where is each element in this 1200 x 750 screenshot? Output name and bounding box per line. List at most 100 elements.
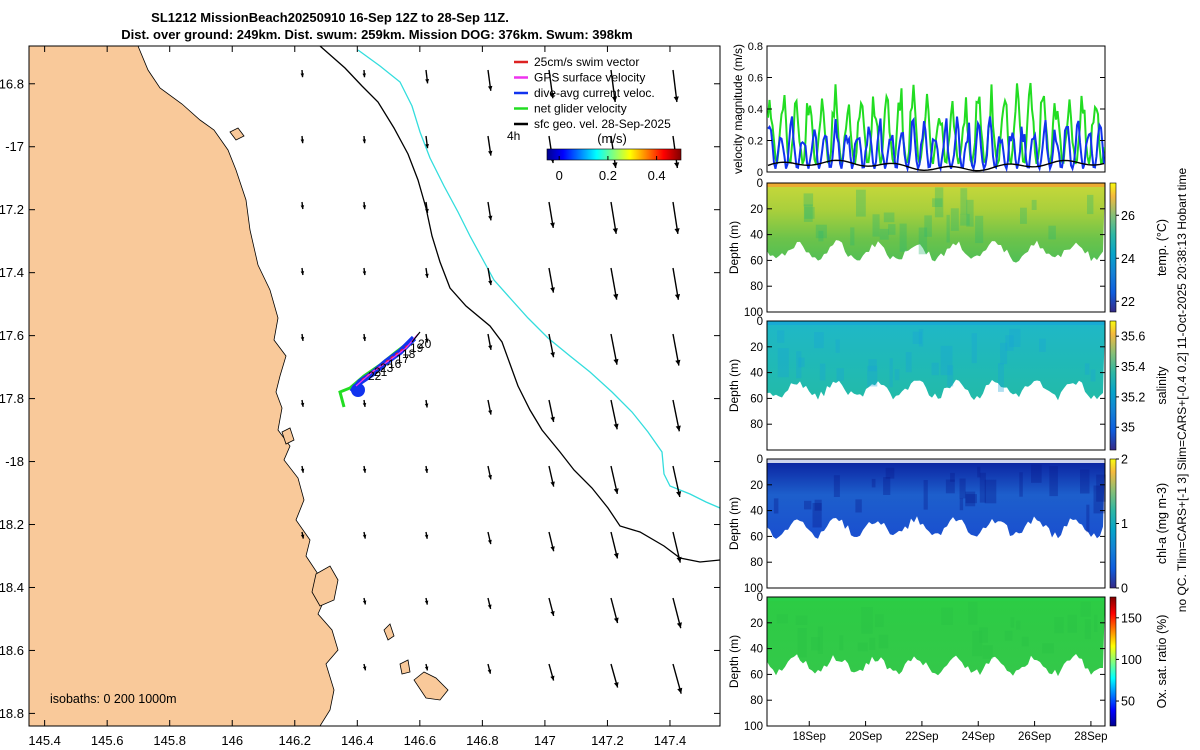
sfc-arrow-head bbox=[488, 215, 493, 221]
island-small-3 bbox=[383, 623, 395, 641]
sfc-arrow-head bbox=[676, 556, 682, 563]
sfc-arrow-head bbox=[550, 546, 555, 552]
sfc-arrow-head bbox=[612, 162, 618, 168]
colorbar-label: temp. (°C) bbox=[1155, 219, 1169, 276]
profile-texture bbox=[1010, 617, 1015, 628]
profile-texture bbox=[1019, 472, 1023, 497]
map-xtick-label: 145.4 bbox=[28, 733, 61, 748]
sfc-arrow-head bbox=[550, 352, 555, 358]
sfc-arrow-head bbox=[425, 79, 430, 84]
profile-texture bbox=[979, 472, 986, 503]
sfc-arrow-head bbox=[611, 96, 618, 102]
profile-texture bbox=[941, 607, 953, 625]
profile-texture bbox=[804, 500, 812, 510]
depth-tick-label: 0 bbox=[757, 316, 763, 328]
profile-texture bbox=[945, 479, 955, 494]
profile-texture bbox=[899, 223, 907, 252]
profile-texture bbox=[1031, 199, 1037, 210]
sfc-arrow-head bbox=[674, 162, 680, 168]
profile-texture bbox=[966, 199, 974, 227]
sfc-arrow-head bbox=[613, 552, 619, 559]
profile-texture bbox=[940, 345, 953, 376]
track-day-label: 19 bbox=[410, 341, 424, 355]
surface-layer bbox=[767, 459, 1105, 463]
profile-texture bbox=[883, 212, 895, 223]
sfc-arrow-head bbox=[300, 468, 305, 473]
map-axes: 145.4 145.6 145.8 146 146.2 146.4 146.6 146.8 14… bbox=[0, 46, 720, 748]
sfc-arrow-head bbox=[425, 208, 429, 214]
surface-layer bbox=[767, 183, 1105, 187]
colorbar-label: Ox. sat. ratio (%) bbox=[1155, 615, 1169, 709]
colorbar-tick-label: 0.4 bbox=[648, 168, 666, 183]
depth-tick-label: 40 bbox=[750, 644, 763, 656]
profile-texture bbox=[818, 230, 824, 242]
date-tick-label: 18Sep bbox=[793, 731, 826, 743]
track-day-label: 21 bbox=[374, 365, 388, 379]
sfc-arrow-head bbox=[424, 666, 429, 671]
depth-tick-label: 40 bbox=[750, 368, 763, 380]
map-xtick-label: 147.2 bbox=[591, 733, 624, 748]
legend-note: 4h bbox=[507, 129, 520, 143]
profile-texture bbox=[950, 472, 955, 482]
colorbar-tick-label: 0.2 bbox=[599, 168, 617, 183]
sfc-arrow-head bbox=[673, 96, 679, 102]
title-line-2: Dist. over ground: 249km. Dist. swum: 25… bbox=[121, 27, 633, 42]
profile-texture bbox=[1080, 469, 1090, 494]
profile-texture bbox=[1090, 369, 1096, 382]
velocity-sfc-line bbox=[767, 159, 1105, 172]
profile-texture bbox=[871, 478, 876, 488]
depth-tick-label: 60 bbox=[750, 255, 763, 267]
profile-texture bbox=[968, 601, 978, 625]
title-line-1: SL1212 MissionBeach20250910 16-Sep 12Z t… bbox=[151, 10, 509, 25]
colorbar-gradient bbox=[546, 148, 682, 161]
profile-texture bbox=[803, 193, 814, 207]
profile-texture bbox=[1054, 617, 1064, 634]
sfc-arrow-head bbox=[424, 338, 429, 343]
colorbar-tick-label: 0 bbox=[1121, 582, 1128, 596]
profile-texture bbox=[1093, 485, 1105, 514]
sfc-arrow-head bbox=[550, 675, 555, 681]
sfc-arrow-head bbox=[300, 337, 305, 341]
profile-texture bbox=[1080, 601, 1091, 617]
sfc-arrow-head bbox=[425, 273, 429, 278]
depth-tick-label: 60 bbox=[750, 393, 763, 405]
velocity-ytick-label: 0 bbox=[757, 167, 763, 179]
sfc-arrow-head bbox=[424, 468, 429, 473]
profile-texture bbox=[894, 369, 900, 381]
profile-texture bbox=[855, 499, 862, 513]
depth-tick-label: 20 bbox=[750, 342, 763, 354]
legend-label: GPS surface velocity bbox=[534, 71, 645, 85]
profile-texture bbox=[796, 351, 802, 379]
map-xtick-label: 147.4 bbox=[654, 733, 687, 748]
colorbar-tick-label: 50 bbox=[1121, 695, 1135, 709]
panel-oxygen: 0 20 40 60 80 100 Depth (m) 50 100 150 Ox. sat. ra… bbox=[727, 592, 1169, 743]
map-xtick-label: 146.2 bbox=[278, 733, 311, 748]
depth-axis-label: Depth (m) bbox=[727, 359, 741, 412]
depth-tick-label: 80 bbox=[750, 695, 763, 707]
sfc-arrow-head bbox=[675, 359, 681, 366]
profile-texture bbox=[960, 213, 970, 226]
map-xtick-label: 146.6 bbox=[404, 733, 437, 748]
profile-texture bbox=[959, 498, 964, 511]
velocity-lines bbox=[767, 82, 1105, 173]
profile-texture bbox=[856, 189, 866, 217]
isobath-200m bbox=[319, 46, 720, 563]
sfc-arrow-head bbox=[362, 139, 367, 144]
profile-texture bbox=[878, 634, 889, 649]
sfc-arrow-head bbox=[362, 402, 367, 407]
profile-texture bbox=[889, 358, 893, 388]
sfc-arrow-head bbox=[300, 205, 305, 210]
map-ytick-label: 17.4 bbox=[0, 265, 24, 280]
date-tick-label: 22Sep bbox=[905, 731, 938, 743]
map-ytick-label: 17.6 bbox=[0, 328, 24, 343]
date-tick-label: 26Sep bbox=[1018, 731, 1051, 743]
profile-texture bbox=[1016, 620, 1021, 630]
profile-texture bbox=[872, 214, 880, 237]
map-xtick-label: 146.4 bbox=[341, 733, 374, 748]
map-ytick-label: 16.8 bbox=[0, 76, 24, 91]
profile-texture bbox=[798, 357, 805, 368]
colorbar-tick-label: 35.4 bbox=[1121, 360, 1145, 374]
profile-texture bbox=[773, 498, 779, 514]
